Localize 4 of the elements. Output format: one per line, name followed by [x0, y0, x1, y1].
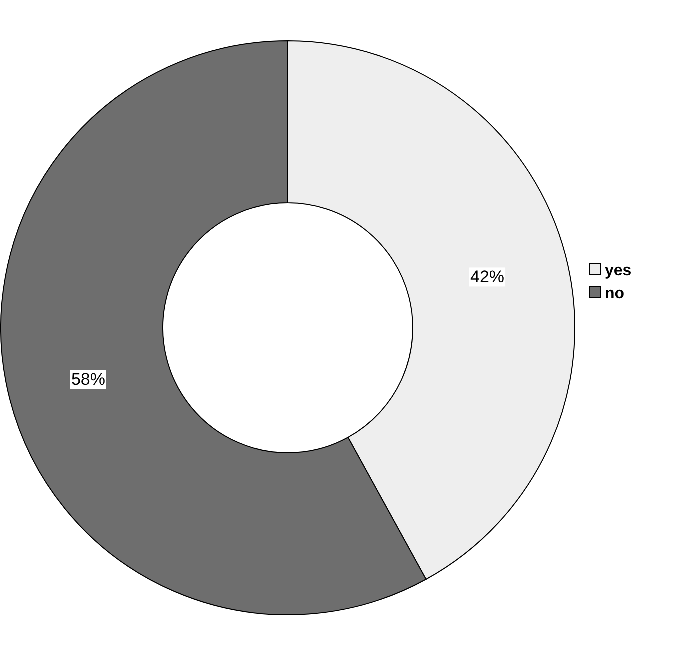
legend-label: yes — [605, 262, 632, 280]
data-label: 58% — [71, 370, 106, 390]
legend-label: no — [605, 286, 625, 303]
data-label: 42% — [470, 268, 505, 287]
